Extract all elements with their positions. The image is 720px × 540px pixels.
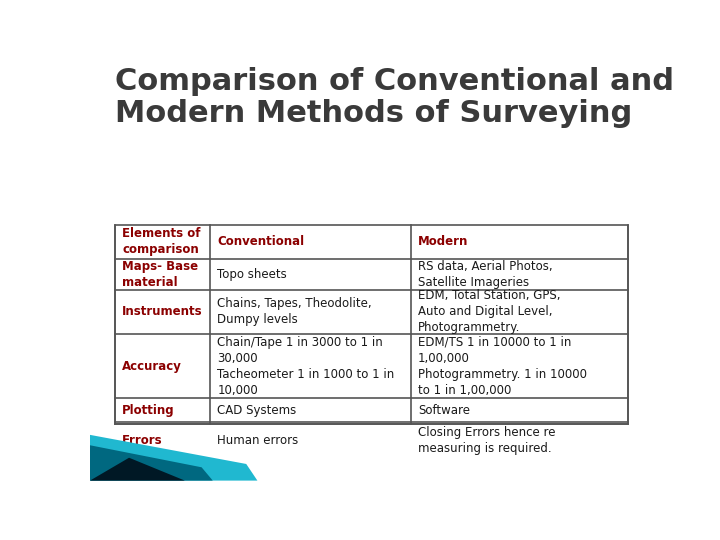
Text: Human errors: Human errors — [217, 434, 299, 447]
Text: CAD Systems: CAD Systems — [217, 404, 297, 417]
Text: Modern: Modern — [418, 235, 469, 248]
Text: Plotting: Plotting — [122, 404, 175, 417]
Text: Accuracy: Accuracy — [122, 360, 182, 373]
Polygon shape — [90, 435, 258, 481]
Text: Elements of
comparison: Elements of comparison — [122, 227, 201, 256]
Text: Conventional: Conventional — [217, 235, 305, 248]
Text: Chain/Tape 1 in 3000 to 1 in
30,000
Tacheometer 1 in 1000 to 1 in
10,000: Chain/Tape 1 in 3000 to 1 in 30,000 Tach… — [217, 335, 395, 396]
Text: Topo sheets: Topo sheets — [217, 268, 287, 281]
Text: EDM, Total Station, GPS,
Auto and Digital Level,
Photogrammetry.: EDM, Total Station, GPS, Auto and Digita… — [418, 289, 561, 334]
Text: Errors: Errors — [122, 434, 163, 447]
Text: Closing Errors hence re
measuring is required.: Closing Errors hence re measuring is req… — [418, 426, 556, 455]
Text: Instruments: Instruments — [122, 306, 203, 319]
Text: EDM/TS 1 in 10000 to 1 in
1,00,000
Photogrammetry. 1 in 10000
to 1 in 1,00,000: EDM/TS 1 in 10000 to 1 in 1,00,000 Photo… — [418, 335, 587, 396]
Text: Software: Software — [418, 404, 470, 417]
Polygon shape — [90, 446, 213, 481]
Text: Chains, Tapes, Theodolite,
Dumpy levels: Chains, Tapes, Theodolite, Dumpy levels — [217, 298, 372, 327]
Polygon shape — [90, 458, 185, 481]
Text: RS data, Aerial Photos,
Satellite Imageries: RS data, Aerial Photos, Satellite Imager… — [418, 260, 553, 289]
Text: Comparison of Conventional and
Modern Methods of Surveying: Comparison of Conventional and Modern Me… — [115, 67, 674, 129]
Text: Maps- Base
material: Maps- Base material — [122, 260, 199, 289]
